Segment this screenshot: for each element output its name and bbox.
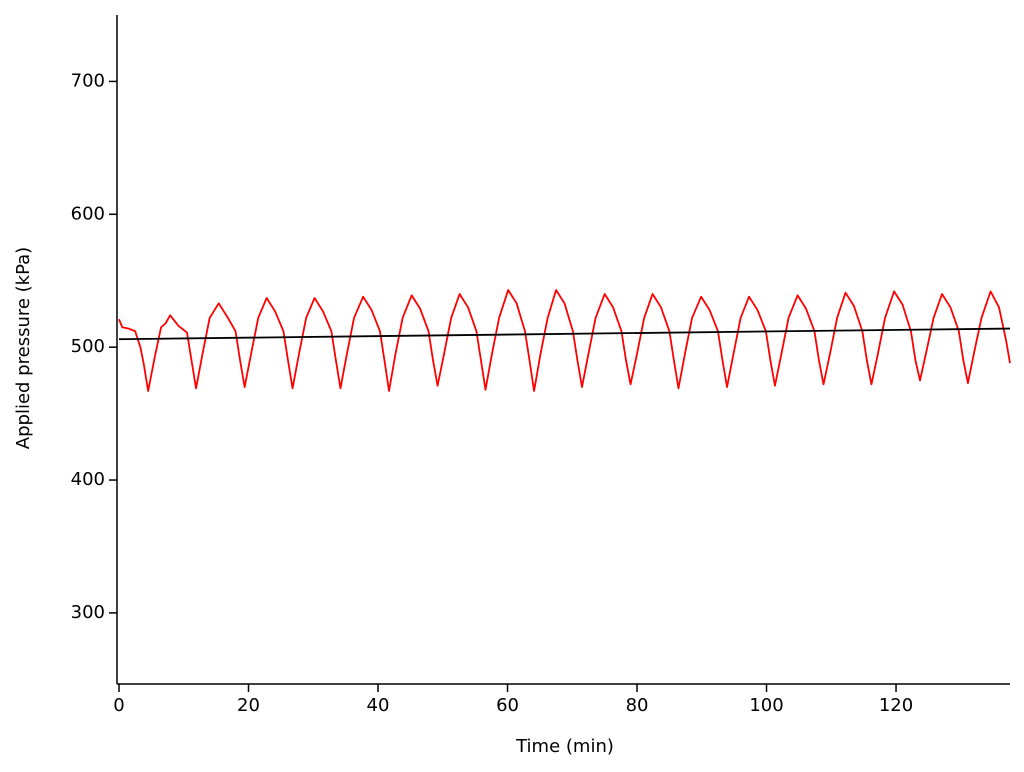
x-tick-label: 60	[496, 695, 519, 716]
y-tick-label: 400	[71, 469, 105, 490]
data-line	[118, 327, 1011, 341]
y-axis-label: Applied pressure (kPa)	[13, 247, 34, 449]
x-tick-label: 80	[626, 695, 649, 716]
x-tick-label: 120	[879, 695, 913, 716]
x-tick-label: 0	[113, 695, 124, 716]
x-tick-label: 100	[749, 695, 783, 716]
y-tick-label: 500	[71, 336, 105, 357]
data-line	[118, 289, 1011, 392]
y-tick-label: 600	[71, 203, 105, 224]
y-tick-label: 300	[71, 602, 105, 623]
x-tick-label: 40	[367, 695, 390, 716]
x-axis-label: Time (min)	[515, 736, 614, 757]
y-tick-label: 700	[71, 70, 105, 91]
x-tick-label: 20	[237, 695, 260, 716]
